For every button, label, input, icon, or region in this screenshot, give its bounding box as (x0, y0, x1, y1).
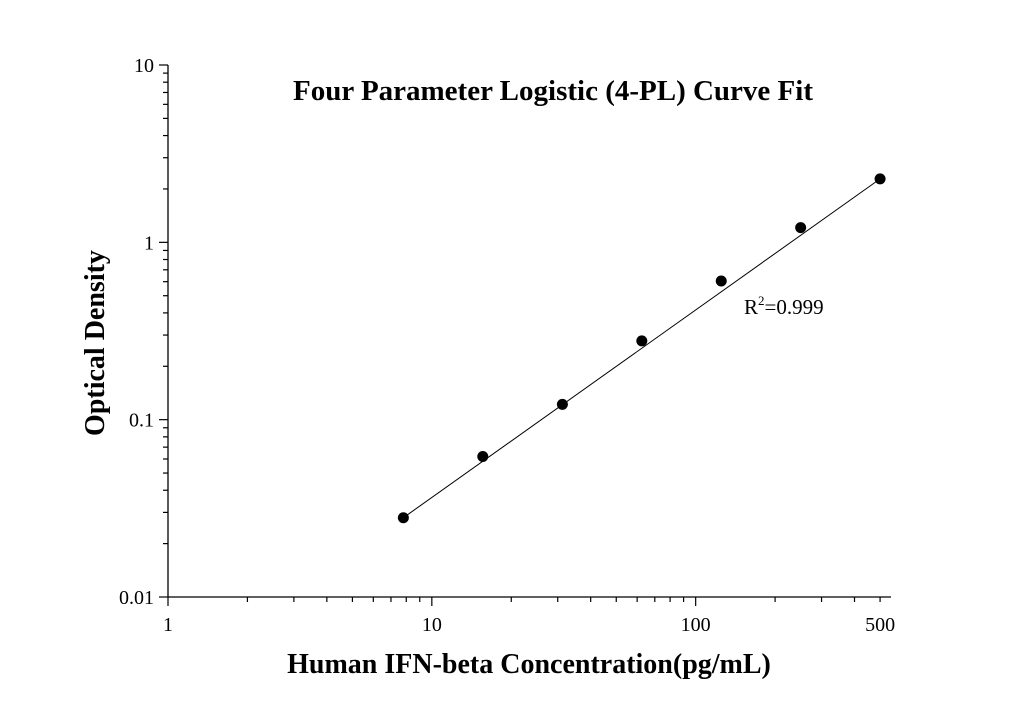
r-squared-main: R (744, 295, 758, 319)
x-tick-label: 10 (422, 614, 442, 636)
data-point (397, 512, 409, 524)
plot-area: 1 10 100 500 0.01 0.1 1 10 (119, 55, 895, 636)
y-tick-label: 1 (144, 232, 154, 254)
data-point (636, 335, 648, 347)
x-tick-label: 1 (163, 614, 173, 636)
y-tick-label: 10 (134, 55, 154, 77)
r-squared-value: =0.999 (765, 295, 824, 319)
data-point (556, 398, 568, 410)
x-tick-label: 100 (681, 614, 711, 636)
data-point (795, 222, 807, 234)
r-squared-annotation: R2=0.999 (744, 293, 824, 319)
data-point (874, 173, 886, 185)
chart-title: Four Parameter Logistic (4-PL) Curve Fit (293, 75, 813, 107)
x-tick-label: 500 (865, 614, 895, 636)
y-tick-label: 0.1 (129, 410, 154, 432)
x-axis-label: Human IFN-beta Concentration(pg/mL) (287, 649, 771, 680)
r-squared-superscript: 2 (758, 293, 765, 308)
y-axis-label: Optical Density (80, 250, 111, 436)
fit-curve-line (403, 178, 881, 519)
data-point (715, 275, 727, 287)
data-point (477, 450, 489, 462)
y-tick-label: 0.01 (119, 587, 154, 609)
